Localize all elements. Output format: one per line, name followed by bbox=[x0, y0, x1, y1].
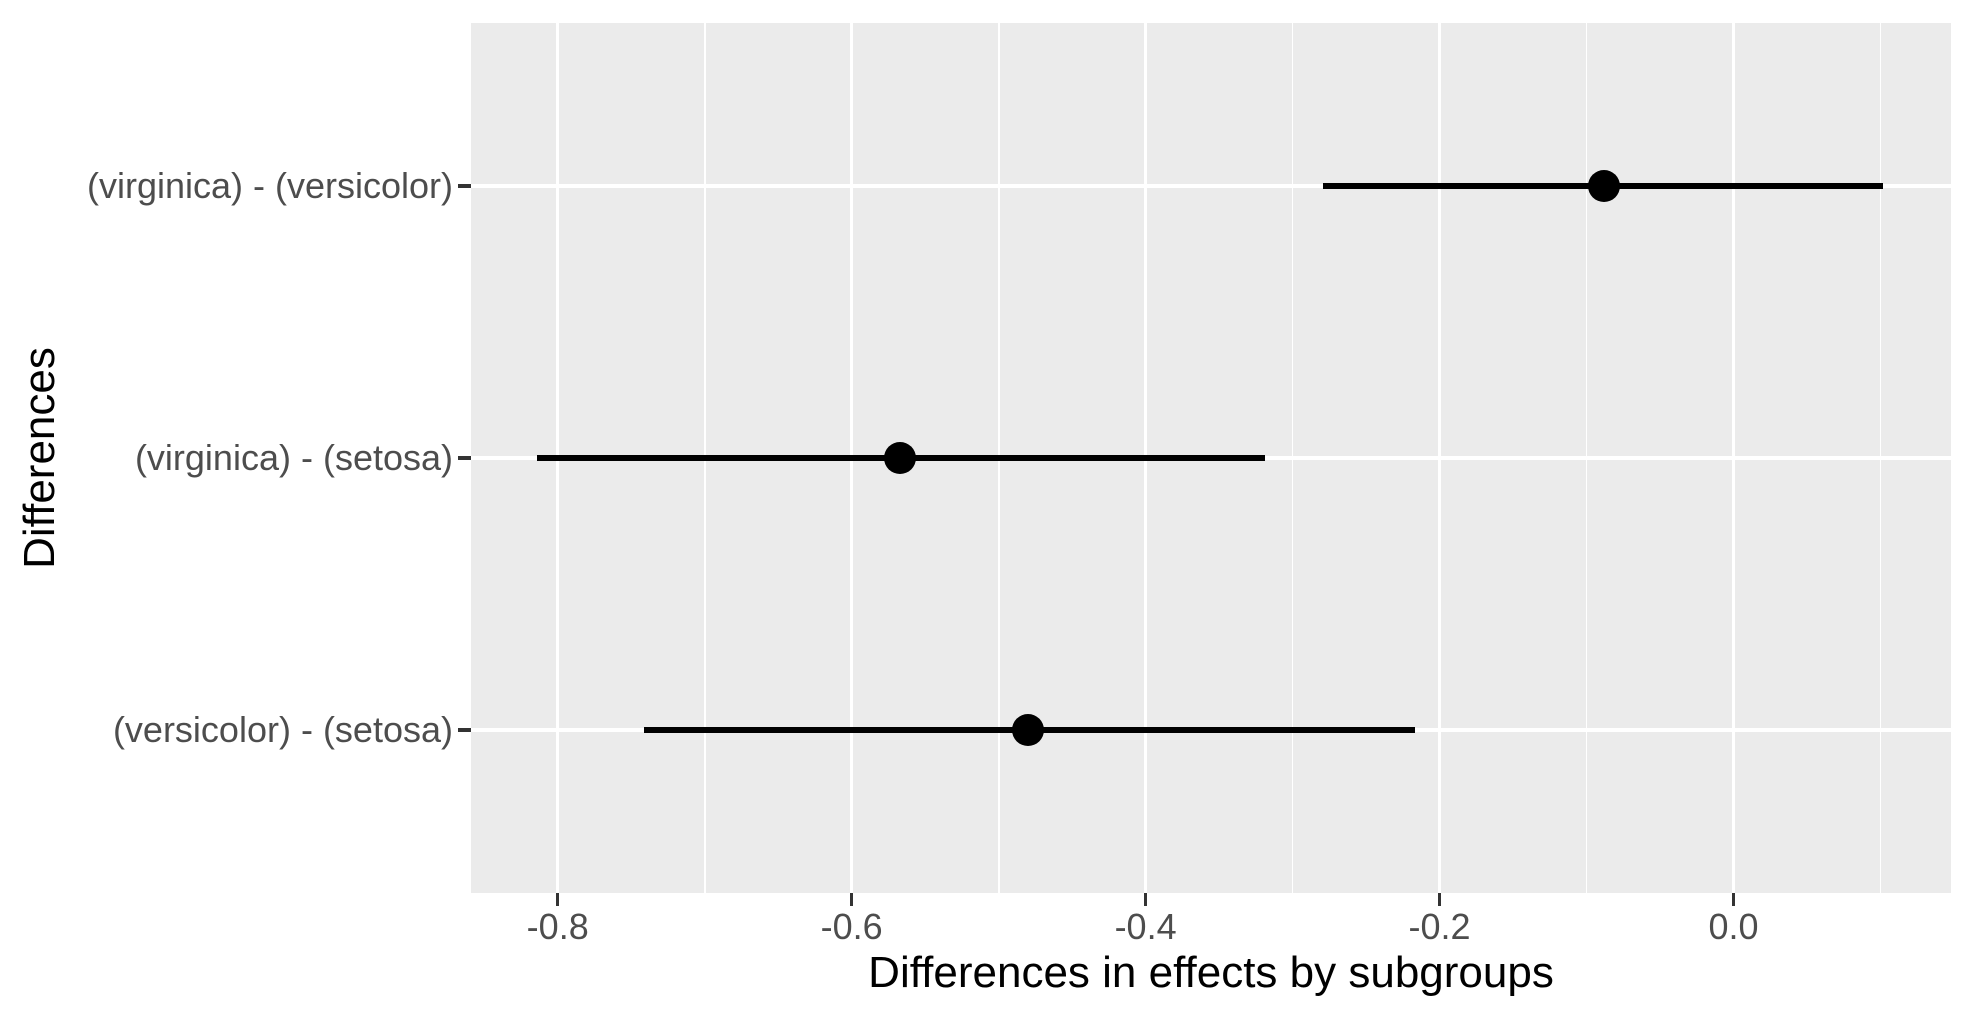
x-tick-label: -0.8 bbox=[526, 906, 589, 947]
y-tick-mark bbox=[458, 456, 471, 460]
x-tick-label: -0.6 bbox=[820, 906, 883, 947]
y-axis-title: Differences bbox=[15, 347, 64, 569]
y-tick-label: (virginica) - (setosa) bbox=[134, 437, 453, 478]
estimate-point bbox=[884, 442, 917, 474]
x-tick-mark bbox=[555, 893, 560, 906]
y-tick-mark bbox=[458, 728, 471, 732]
x-axis-title: Differences in effects by subgroups bbox=[868, 948, 1554, 997]
x-tick-mark bbox=[1731, 893, 1736, 906]
x-tick-mark bbox=[849, 893, 854, 906]
plot-panel bbox=[409, 23, 1951, 893]
y-tick-label: (virginica) - (versicolor) bbox=[86, 165, 453, 207]
x-tick-mark bbox=[1437, 893, 1442, 906]
minor-gridline bbox=[409, 23, 412, 893]
x-tick-label: -0.4 bbox=[1114, 906, 1177, 947]
x-tick-label: 0.0 bbox=[1708, 906, 1759, 947]
row-gridline bbox=[471, 184, 1951, 188]
estimate-point bbox=[1588, 170, 1621, 203]
estimate-point bbox=[1012, 713, 1045, 746]
y-tick-label: (versicolor) - (setosa) bbox=[112, 708, 453, 750]
y-tick-mark bbox=[458, 184, 471, 188]
x-tick-mark bbox=[1143, 893, 1148, 906]
x-tick-label: -0.2 bbox=[1408, 906, 1471, 947]
